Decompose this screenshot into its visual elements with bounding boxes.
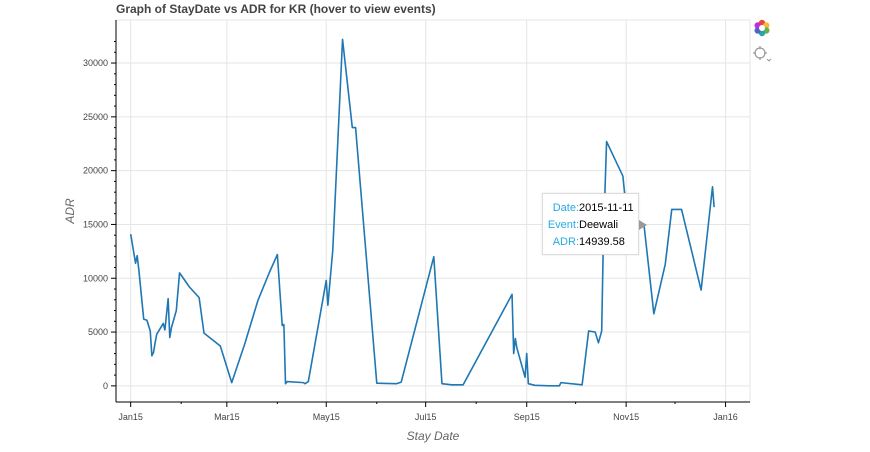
data-point[interactable]	[323, 277, 329, 283]
x-tick-label: Jan15	[118, 412, 143, 422]
data-point[interactable]	[242, 341, 248, 347]
x-axis: Jan15 Mar15 May15 Jul15 Sep15 Nov15 Jan16	[118, 402, 738, 422]
x-tick-label: Nov15	[613, 412, 639, 422]
y-tick-label: 0	[103, 381, 108, 391]
data-point[interactable]	[134, 253, 140, 259]
data-point[interactable]	[525, 381, 531, 387]
y-tick-label: 30000	[83, 58, 108, 68]
data-point[interactable]	[599, 328, 605, 334]
data-point[interactable]	[449, 382, 455, 388]
data-point[interactable]	[305, 379, 311, 385]
tooltip-date-value: 2015-11-11	[579, 202, 634, 214]
x-tick-label: May15	[313, 412, 340, 422]
data-point[interactable]	[325, 302, 331, 308]
data-point[interactable]	[201, 330, 207, 336]
data-point[interactable]	[136, 267, 142, 273]
data-point[interactable]	[524, 351, 530, 357]
data-point[interactable]	[186, 284, 192, 290]
plot-frame	[115, 19, 751, 403]
data-point[interactable]	[255, 298, 261, 304]
data-point[interactable]	[558, 380, 564, 386]
tooltip-adr-row: ADR:14939.58	[543, 234, 638, 251]
hover-tool-icon[interactable]	[752, 44, 772, 64]
toolbar	[752, 18, 776, 70]
data-point[interactable]	[651, 311, 657, 317]
data-point[interactable]	[340, 36, 346, 42]
data-point[interactable]	[229, 380, 235, 386]
data-point[interactable]	[698, 287, 704, 293]
data-point[interactable]	[154, 331, 160, 337]
data-point[interactable]	[167, 334, 173, 340]
data-point[interactable]	[160, 320, 166, 326]
data-point[interactable]	[511, 351, 517, 357]
data-point[interactable]	[532, 382, 538, 388]
x-tick-label: Mar15	[214, 412, 240, 422]
y-axis: 0 5000 10000 15000 20000 25000 30000	[83, 41, 116, 391]
y-tick-label: 20000	[83, 166, 108, 176]
tooltip-event-row: Event:Deewali	[543, 217, 638, 234]
data-point[interactable]	[177, 270, 183, 276]
data-point[interactable]	[669, 206, 675, 212]
data-point[interactable]	[133, 260, 139, 266]
data-point[interactable]	[431, 254, 437, 260]
data-point[interactable]	[620, 173, 626, 179]
x-tick-label: Jul15	[415, 412, 437, 422]
tooltip-pointer	[639, 220, 647, 230]
data-point[interactable]	[509, 291, 515, 297]
data-point[interactable]	[152, 340, 158, 346]
adr-series-line[interactable]	[129, 38, 715, 387]
bokeh-logo-icon[interactable]	[752, 18, 772, 38]
x-axis-label: Stay Date	[407, 429, 460, 443]
tooltip-adr-label: ADR:	[552, 236, 579, 248]
data-point[interactable]	[374, 380, 380, 386]
data-point[interactable]	[586, 328, 592, 334]
data-point[interactable]	[579, 382, 585, 388]
hover-tooltip: Date:2015-11-11 Event:Deewali ADR:14939.…	[542, 193, 647, 255]
data-point[interactable]	[274, 252, 280, 258]
data-point[interactable]	[128, 231, 134, 237]
y-tick-label: 5000	[88, 327, 108, 337]
data-point[interactable]	[514, 345, 520, 351]
y-tick-label: 10000	[83, 273, 108, 283]
data-point[interactable]	[144, 317, 150, 323]
data-point[interactable]	[710, 184, 716, 190]
data-point[interactable]	[162, 327, 168, 333]
data-point[interactable]	[147, 328, 153, 334]
data-point[interactable]	[168, 325, 174, 331]
x-tick-label: Jan16	[713, 412, 738, 422]
tooltip-date-row: Date:2015-11-11	[543, 200, 638, 217]
y-tick-label: 15000	[83, 219, 108, 229]
data-point[interactable]	[595, 340, 601, 346]
data-point[interactable]	[150, 350, 156, 356]
data-point[interactable]	[662, 261, 668, 267]
data-point[interactable]	[173, 308, 179, 314]
data-point[interactable]	[165, 296, 171, 302]
data-point[interactable]	[592, 329, 598, 335]
x-tick-label: Sep15	[514, 412, 540, 422]
data-point[interactable]	[460, 382, 466, 388]
data-point[interactable]	[439, 381, 445, 387]
data-point[interactable]	[196, 295, 202, 301]
y-tick-label: 25000	[83, 112, 108, 122]
data-point[interactable]	[679, 206, 685, 212]
data-point[interactable]	[217, 343, 223, 349]
tooltip-date-label: Date:	[552, 202, 579, 214]
data-point[interactable]	[604, 139, 610, 145]
tooltip-event-value: Deewali	[579, 219, 619, 231]
tooltip-event-label: Event:	[547, 219, 579, 231]
data-point[interactable]	[266, 270, 272, 276]
data-point[interactable]	[711, 204, 717, 210]
data-point[interactable]	[284, 379, 290, 385]
data-point[interactable]	[522, 374, 528, 380]
y-axis-label: ADR	[63, 198, 77, 225]
data-point[interactable]	[281, 322, 287, 328]
data-point[interactable]	[547, 383, 553, 389]
data-point[interactable]	[512, 336, 518, 342]
chart-title: Graph of StayDate vs ADR for KR (hover t…	[116, 2, 436, 16]
data-point[interactable]	[398, 379, 404, 385]
data-point[interactable]	[330, 247, 336, 253]
data-point[interactable]	[353, 125, 359, 131]
tooltip-adr-value: 14939.58	[579, 236, 625, 248]
